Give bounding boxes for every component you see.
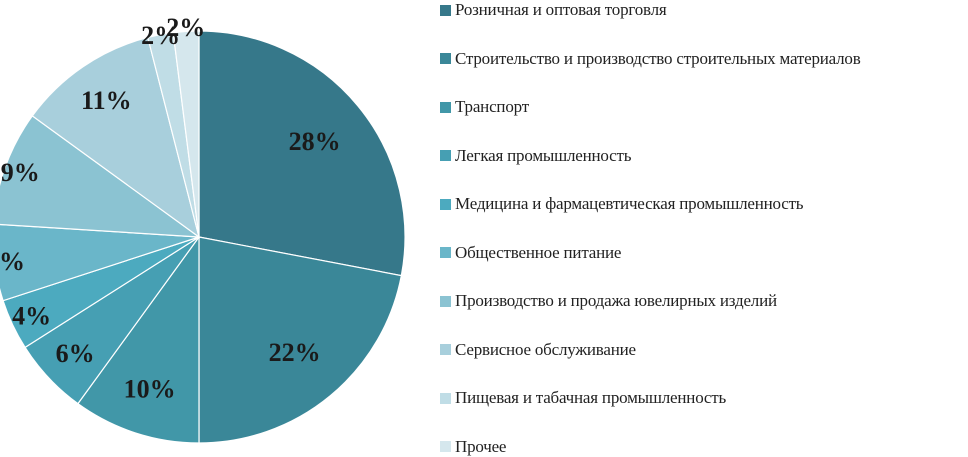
legend-item: Сервисное обслуживание [440, 340, 636, 360]
pie-slice [198, 236, 403, 444]
legend-label: Прочее [455, 436, 507, 456]
legend-label: Медицина и фармацевтическая промышленнос… [455, 194, 804, 213]
pie-slice [0, 223, 200, 302]
legend-swatch [440, 344, 451, 355]
legend-swatch [440, 441, 451, 452]
legend-swatch [440, 247, 451, 258]
legend-label: Пищевая и табачная промышленность [455, 388, 727, 407]
pie-slice [198, 30, 406, 277]
pie-slice [31, 36, 200, 239]
legend-item: Прочее [440, 437, 506, 457]
legend-swatch [440, 198, 451, 210]
pie-slice [172, 30, 200, 238]
pie-slice [77, 235, 200, 444]
pie-percent-label: 9% [1, 158, 40, 187]
pie-percent-label: 2% [141, 21, 180, 50]
legend-swatch [440, 295, 451, 307]
legend-label: Сервисное обслуживание [455, 339, 636, 359]
legend-item: Транспорт [440, 97, 529, 117]
legend: Розничная и оптовая торговля Строительств… [440, 0, 968, 457]
legend-label: Розничная и оптовая торговля [455, 0, 667, 19]
legend-swatch [440, 392, 451, 404]
pie-percent-label: 28% [289, 127, 341, 156]
legend-label: Производство и продажа ювелирных изделий [455, 291, 777, 310]
pie-percent-label: 10% [124, 375, 176, 404]
legend-swatch [440, 150, 451, 161]
legend-swatch [440, 53, 451, 64]
pie-slices [0, 30, 406, 444]
pie-percent-label: 22% [269, 338, 321, 367]
pie-percent-label: 6% [56, 339, 95, 368]
pie-percent-label: 6% [0, 247, 25, 276]
legend-label: Общественное питание [455, 242, 622, 262]
pie-percent-label: 11% [81, 86, 132, 115]
legend-item: Строительство и производство строительны… [440, 49, 861, 69]
legend-label: Легкая промышленность [455, 145, 632, 165]
pie-slice [0, 115, 202, 238]
legend-swatch [440, 4, 451, 16]
legend-item: Производство и продажа ювелирных изделий [440, 291, 777, 311]
legend-swatch [440, 101, 451, 113]
legend-item: Общественное питание [440, 243, 621, 263]
legend-item: Легкая промышленность [440, 146, 631, 166]
legend-label: Строительство и производство строительны… [455, 48, 861, 68]
pie-percent-label: 2% [166, 13, 205, 42]
legend-label: Транспорт [455, 97, 529, 116]
legend-item: Розничная и оптовая торговля [440, 0, 667, 20]
legend-item: Пищевая и табачная промышленность [440, 388, 726, 408]
pie-chart: 28%22%10%6%4%6%9%11%2%2% [0, 13, 406, 444]
pie-percent-labels: 28%22%10%6%4%6%9%11%2%2% [0, 13, 341, 404]
legend-item: Медицина и фармацевтическая промышленнос… [440, 194, 804, 214]
pie-percent-label: 4% [12, 301, 51, 330]
